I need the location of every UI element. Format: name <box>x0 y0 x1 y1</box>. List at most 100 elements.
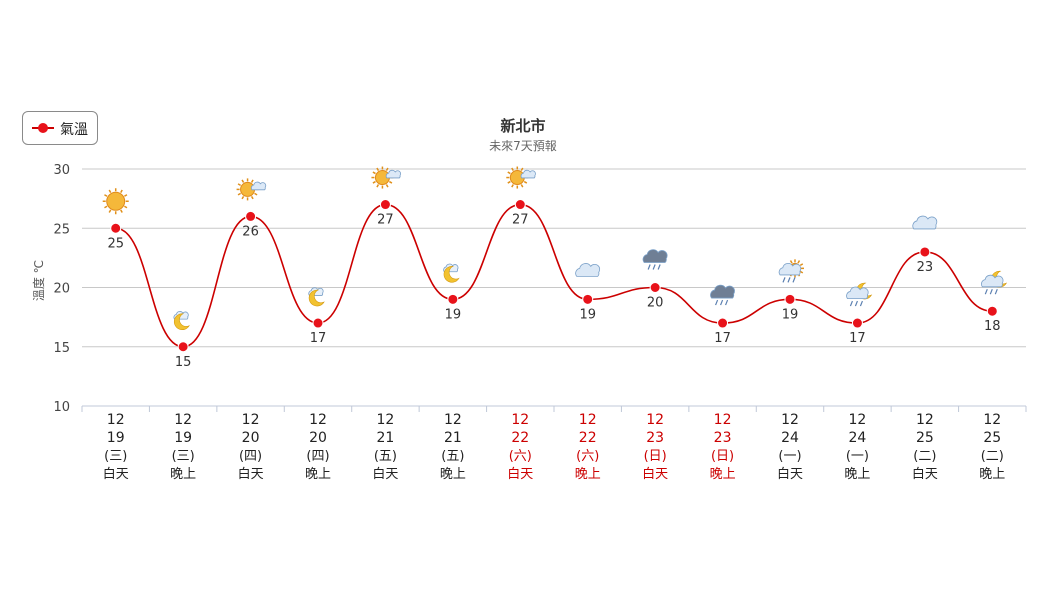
data-label: 15 <box>175 355 192 370</box>
x-label-day: 19 <box>174 430 192 446</box>
rain-cloud-icon <box>710 284 735 306</box>
x-label-weekday: (一) <box>846 449 869 464</box>
series-line <box>115 203 993 348</box>
x-label-month: 12 <box>309 412 327 428</box>
y-tick-label: 10 <box>53 400 70 415</box>
x-label-period: 白天 <box>642 466 668 482</box>
x-label-day: 21 <box>444 430 462 446</box>
x-label-period: 白天 <box>777 466 803 482</box>
x-label-month: 12 <box>714 412 732 428</box>
x-label-weekday: (四) <box>306 449 329 464</box>
x-label-month: 12 <box>849 412 867 428</box>
x-label-day: 22 <box>511 430 529 446</box>
chart-title: 新北市 <box>500 117 546 135</box>
data-point <box>447 293 459 305</box>
x-label-period: 白天 <box>912 466 938 482</box>
data-label: 17 <box>714 331 731 346</box>
x-label-month: 12 <box>444 412 462 428</box>
x-label-day: 20 <box>309 430 327 446</box>
data-label: 20 <box>647 296 664 311</box>
data-point <box>245 210 257 222</box>
data-point <box>717 317 729 329</box>
x-label-month: 12 <box>377 412 395 428</box>
legend[interactable]: 氣溫 <box>22 111 98 145</box>
x-label-period: 晚上 <box>170 467 196 482</box>
x-label-period: 白天 <box>372 466 398 482</box>
x-label-period: 晚上 <box>440 467 466 482</box>
x-label-month: 12 <box>174 412 192 428</box>
x-label-weekday: (一) <box>778 449 801 464</box>
data-point <box>312 317 324 329</box>
legend-label: 氣溫 <box>60 122 88 138</box>
sun-cloud-icon <box>236 178 267 201</box>
x-label-weekday: (日) <box>711 449 734 464</box>
x-label-day: 24 <box>781 430 799 446</box>
cloud-moon-rain-icon <box>981 270 1008 295</box>
x-label-day: 24 <box>849 430 867 446</box>
x-label-period: 白天 <box>238 466 264 482</box>
x-label-period: 晚上 <box>844 467 870 482</box>
data-label: 18 <box>984 319 1001 334</box>
sunny-icon <box>102 188 129 215</box>
data-label: 25 <box>107 236 124 251</box>
y-tick-label: 30 <box>53 163 70 178</box>
x-label-month: 12 <box>242 412 260 428</box>
data-label: 19 <box>782 307 799 322</box>
data-point <box>110 222 122 234</box>
x-label-period: 晚上 <box>710 467 736 482</box>
x-label-day: 25 <box>916 430 934 446</box>
x-label-period: 晚上 <box>305 467 331 482</box>
data-point <box>851 317 863 329</box>
data-label: 17 <box>310 331 327 346</box>
y-tick-label: 20 <box>53 282 70 297</box>
cloudy-moon-icon <box>173 311 190 330</box>
data-point <box>919 246 931 258</box>
cloud-icon <box>912 215 938 230</box>
data-point <box>514 199 526 211</box>
x-label-weekday: (日) <box>644 449 667 464</box>
x-label-day: 25 <box>983 430 1001 446</box>
cloud-icon <box>575 263 601 277</box>
y-tick-label: 25 <box>53 222 70 237</box>
data-label: 26 <box>242 224 259 239</box>
x-label-month: 12 <box>107 412 125 428</box>
x-label-period: 晚上 <box>979 467 1005 482</box>
data-point <box>177 341 189 353</box>
sun-cloud-icon <box>506 166 536 189</box>
cloudy-moon-icon <box>443 263 460 283</box>
y-axis-label: 溫度 ℃ <box>32 259 47 302</box>
x-label-weekday: (三) <box>172 449 195 464</box>
data-label: 19 <box>445 307 462 322</box>
x-label-weekday: (六) <box>509 449 532 464</box>
x-label-month: 12 <box>916 412 934 428</box>
cloudy-moon-icon <box>308 287 325 307</box>
x-label-weekday: (二) <box>981 449 1004 464</box>
chart-subtitle: 未來7天預報 <box>489 139 557 153</box>
data-point <box>379 199 391 211</box>
data-label: 17 <box>849 331 866 346</box>
x-label-weekday: (五) <box>441 449 464 464</box>
sun-cloud-icon <box>371 166 401 189</box>
x-label-period: 白天 <box>507 466 533 482</box>
x-label-weekday: (四) <box>239 449 262 464</box>
x-label-day: 23 <box>714 430 732 446</box>
x-label-weekday: (五) <box>374 449 397 464</box>
data-point <box>582 293 594 305</box>
x-label-month: 12 <box>781 412 799 428</box>
rain-cloud-icon <box>642 249 668 270</box>
x-label-month: 12 <box>579 412 597 428</box>
data-label: 27 <box>377 213 394 228</box>
y-tick-label: 15 <box>53 341 70 356</box>
cloud-moon-rain-icon <box>846 282 873 307</box>
x-label-day: 20 <box>242 430 260 446</box>
data-point <box>986 305 998 317</box>
cloud-sun-rain-icon <box>778 259 804 283</box>
x-label-day: 21 <box>377 430 395 446</box>
x-label-weekday: (三) <box>104 449 127 464</box>
x-label-month: 12 <box>646 412 664 428</box>
x-label-period: 晚上 <box>575 467 601 482</box>
data-label: 23 <box>917 260 934 275</box>
legend-marker <box>38 123 48 133</box>
x-label-day: 19 <box>107 430 125 446</box>
